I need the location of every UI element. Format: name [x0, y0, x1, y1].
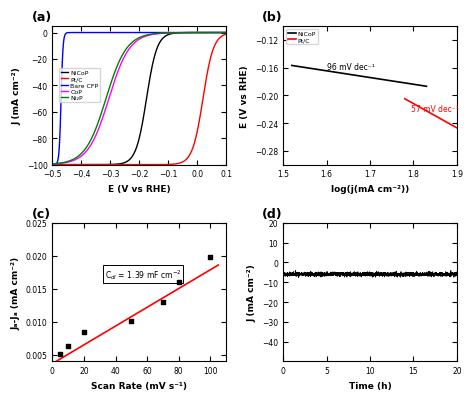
CoP [161, 32, 167, 36]
Pt/C [50, 163, 55, 168]
Ni₂P [151, 32, 157, 37]
Text: 57 mV dec⁻¹: 57 mV dec⁻¹ [411, 104, 459, 113]
CoP [151, 32, 157, 37]
Ni₂P [161, 32, 167, 36]
Bare CFP [182, 31, 188, 36]
Ni₂P [225, 31, 230, 36]
Ni₂P [156, 32, 162, 36]
CoP [201, 31, 206, 36]
Text: (c): (c) [32, 207, 51, 221]
Legend: NiCoP, Pt/C: NiCoP, Pt/C [286, 30, 318, 45]
Point [80, 329, 88, 335]
Text: C$_{dl}$ = 1.39 mF cm$^{-2}$: C$_{dl}$ = 1.39 mF cm$^{-2}$ [105, 267, 181, 282]
Ni₂P [182, 31, 188, 36]
Ni₂P [201, 31, 206, 36]
Ni₂P [50, 162, 55, 167]
Bare CFP [151, 31, 157, 36]
Legend: NiCoP, Pt/C, Bare CFP, CoP, Ni₂P: NiCoP, Pt/C, Bare CFP, CoP, Ni₂P [59, 69, 100, 103]
X-axis label: log(j(mA cm⁻²)): log(j(mA cm⁻²)) [331, 184, 409, 194]
Pt/C [151, 163, 157, 168]
X-axis label: Time (h): Time (h) [349, 381, 392, 390]
CoP [60, 161, 66, 166]
CoP [156, 32, 162, 37]
Line: Pt/C: Pt/C [53, 34, 228, 165]
NiCoP [182, 31, 188, 36]
Ni₂P [60, 161, 66, 166]
NiCoP [225, 31, 230, 36]
Text: 96 mV dec⁻¹: 96 mV dec⁻¹ [327, 63, 374, 72]
Bare CFP [201, 31, 206, 36]
Y-axis label: J (mA cm⁻²): J (mA cm⁻²) [12, 67, 21, 125]
Point [159, 299, 167, 306]
Point [207, 254, 214, 261]
NiCoP [156, 43, 162, 48]
Point [64, 343, 72, 350]
Pt/C [182, 158, 188, 163]
Bare CFP [60, 45, 66, 50]
Pt/C [201, 95, 206, 100]
Y-axis label: J (mA cm⁻²): J (mA cm⁻²) [247, 263, 256, 321]
NiCoP [60, 163, 66, 168]
Line: Ni₂P: Ni₂P [53, 33, 228, 164]
Pt/C [161, 163, 167, 168]
Point [175, 279, 182, 286]
CoP [50, 162, 55, 167]
Y-axis label: Jₐ-Jₐ (mA cm⁻²): Jₐ-Jₐ (mA cm⁻²) [11, 256, 20, 329]
NiCoP [161, 36, 167, 41]
Line: CoP: CoP [53, 33, 228, 165]
Pt/C [60, 163, 66, 168]
Pt/C [156, 163, 162, 168]
Line: NiCoP: NiCoP [53, 33, 228, 165]
Bare CFP [161, 31, 167, 36]
Text: (a): (a) [32, 11, 52, 24]
Y-axis label: E (V vs RHE): E (V vs RHE) [240, 65, 249, 127]
Text: (d): (d) [262, 207, 283, 221]
Point [56, 351, 64, 358]
Bare CFP [50, 163, 55, 168]
CoP [225, 31, 230, 36]
NiCoP [151, 56, 157, 61]
Pt/C [225, 32, 230, 37]
NiCoP [201, 31, 206, 36]
Text: (b): (b) [262, 11, 283, 24]
Bare CFP [225, 31, 230, 36]
CoP [182, 31, 188, 36]
X-axis label: E (V vs RHE): E (V vs RHE) [108, 184, 171, 194]
Point [128, 318, 135, 324]
Line: Bare CFP: Bare CFP [53, 33, 228, 165]
NiCoP [50, 163, 55, 168]
X-axis label: Scan Rate (mV s⁻¹): Scan Rate (mV s⁻¹) [91, 381, 187, 390]
Bare CFP [156, 31, 162, 36]
